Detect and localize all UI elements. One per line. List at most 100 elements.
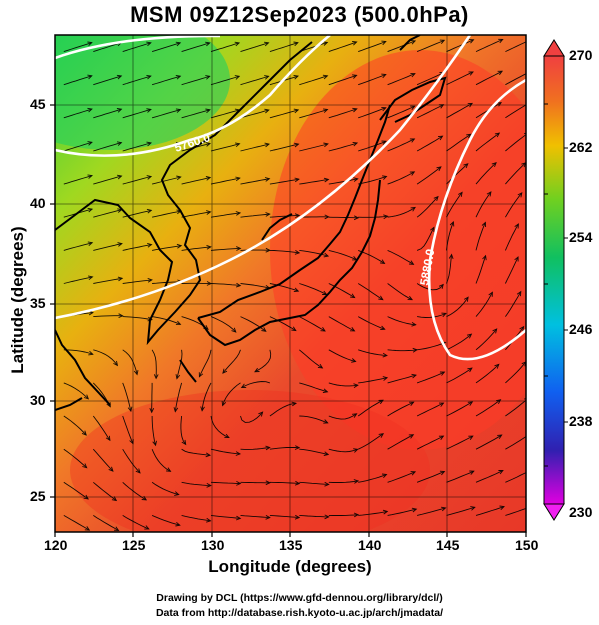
streamline [416,135,443,152]
streamline [269,316,297,331]
streamline [122,316,152,321]
streamline [151,514,180,526]
y-tick-label: 25 [30,488,46,504]
streamline [299,382,328,393]
x-tick-label: 150 [515,537,539,553]
streamline-arrowhead [205,41,211,47]
streamline-arrowhead [382,509,389,515]
streamline-arrowhead [411,373,417,379]
streamline [210,143,240,152]
streamline [240,109,269,119]
streamline [92,415,111,441]
streamline [475,328,498,351]
streamline [122,176,152,185]
streamline-arrowhead [498,38,504,44]
streamline-arrowhead [529,505,534,509]
streamline [299,143,329,152]
streamline-arrowhead [205,452,212,458]
streamline [299,316,326,332]
streamline-arrowhead [449,220,455,227]
streamline [505,436,526,450]
streamline-arrowhead [492,328,498,334]
y-tick-label: 40 [30,195,46,211]
streamline [387,73,416,86]
streamline-arrowhead [349,327,356,332]
streamline-arrowhead [521,361,526,367]
streamline-arrowhead [323,108,329,113]
streamline [210,212,241,218]
streamline-arrowhead [353,383,359,388]
streamline [475,38,503,53]
streamline-arrowhead [205,75,211,80]
streamline-arrowhead [383,214,389,220]
streamline [151,42,181,53]
streamline [387,207,416,218]
streamline [505,507,526,516]
streamline-arrowhead [265,480,271,486]
streamline-arrowhead [353,215,360,221]
streamline [475,162,497,185]
streamline [416,227,435,251]
streamline-arrowhead [236,246,242,251]
streamline [417,312,447,318]
streamline [63,242,93,251]
streamline-arrowhead [175,320,182,326]
streamline-arrowhead [438,283,444,289]
streamline [122,42,151,53]
streamline [299,514,329,518]
streamline-arrowhead [293,75,299,80]
streamline [93,175,122,185]
streamline-arrowhead [84,526,91,531]
streamline [416,196,439,218]
colorbar-tick-label: 270 [569,47,593,63]
streamline [198,349,212,377]
streamline-arrowhead [467,367,473,373]
streamline [122,75,151,86]
streamline-arrowhead [106,402,111,408]
x-tick-label: 120 [44,537,68,553]
streamline [446,401,473,417]
streamline [63,276,93,284]
streamline-arrowhead [353,512,360,518]
streamline [181,448,211,456]
streamline [475,222,486,251]
credit-drawing: Drawing by DCL (https://www.gfd-dennou.o… [156,592,443,604]
streamline [240,75,269,86]
streamline-arrowhead [116,74,123,80]
streamline-arrowhead [116,141,123,146]
streamline-arrowhead [294,177,300,183]
streamline [416,166,442,185]
streamline [93,108,122,119]
streamline-arrowhead [174,491,180,496]
streamline [210,177,240,185]
streamline-arrowhead [165,467,172,472]
streamline [240,481,270,484]
streamline-arrowhead [261,327,267,332]
streamline-arrowhead [497,70,504,76]
streamline-arrowhead [146,108,152,113]
streamline [357,316,385,330]
streamline-arrowhead [353,177,359,182]
streamline [122,108,152,119]
streamline [210,283,241,287]
streamline [122,382,132,412]
streamline-arrowhead [105,435,111,442]
streamline [387,374,417,384]
streamline-arrowhead [265,445,271,451]
streamline-arrowhead [528,39,533,43]
streamline [174,382,183,412]
streamline [210,448,241,455]
streamline-arrowhead [496,102,503,107]
streamline-arrowhead [470,506,476,511]
streamline [358,74,386,86]
streamline [446,506,475,516]
streamline-arrowhead [482,254,487,261]
streamline [63,415,87,436]
streamline [387,508,417,516]
colorbar-tick-label: 230 [569,504,593,520]
streamline [299,283,327,295]
streamline [63,75,92,86]
streamline [387,105,415,119]
colorbar [543,39,568,521]
streamline-arrowhead [146,175,153,180]
